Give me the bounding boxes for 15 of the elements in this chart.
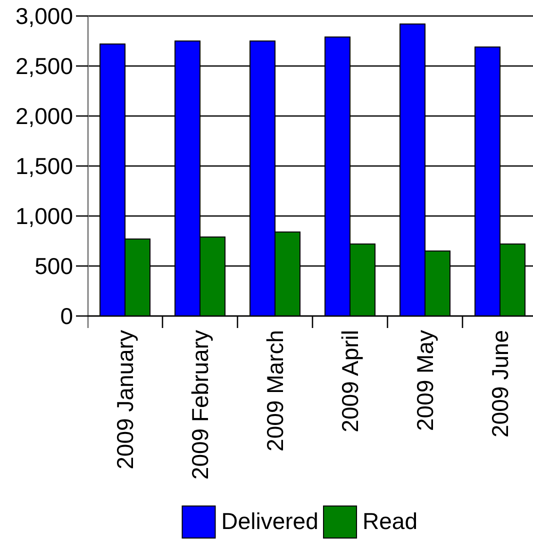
y-tick-label: 1,000 bbox=[15, 203, 73, 229]
y-tick-label: 500 bbox=[34, 253, 73, 279]
y-tick-label: 3,000 bbox=[15, 3, 73, 29]
x-tick-label: 2009 April bbox=[337, 330, 363, 432]
x-tick-label: 2009 May bbox=[412, 330, 438, 432]
legend-label: Delivered bbox=[221, 508, 318, 534]
x-tick-label: 2009 June bbox=[487, 330, 513, 438]
y-tick-label: 2,000 bbox=[15, 103, 73, 129]
x-tick-label: 2009 January bbox=[112, 330, 138, 470]
legend-label: Read bbox=[362, 508, 418, 534]
x-tick-label: 2009 February bbox=[187, 330, 213, 480]
y-tick-label: 2,500 bbox=[15, 53, 73, 79]
x-tick-label: 2009 March bbox=[262, 330, 288, 452]
y-tick-label: 1,500 bbox=[15, 153, 73, 179]
y-tick-label: 0 bbox=[60, 303, 73, 329]
